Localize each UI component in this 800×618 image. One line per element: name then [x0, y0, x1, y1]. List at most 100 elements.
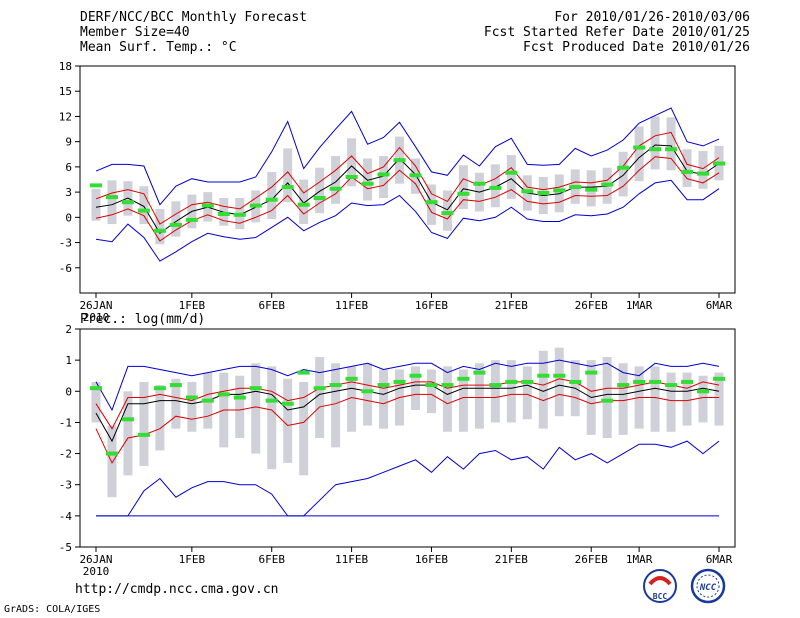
produced-date-text: Fcst Produced Date 2010/01/26: [523, 40, 750, 55]
temp-y-tick-label: 9: [65, 136, 72, 149]
temp-series-min: [95, 179, 720, 262]
prec-y-tick-label: 0: [65, 385, 72, 398]
prec-obs-marker: [297, 370, 310, 375]
temp-obs-marker: [249, 203, 262, 208]
prec-obs-marker: [457, 376, 470, 381]
footer-url[interactable]: http://cmdp.ncc.cma.gov.cn: [75, 582, 279, 597]
prec-obs-marker: [281, 401, 294, 406]
prec-range-bar: [379, 369, 389, 429]
prec-range-bar: [650, 366, 660, 432]
temp-series-p75: [95, 131, 720, 225]
temp-x-tick-label: 6FEB: [258, 299, 285, 312]
temp-obs-marker: [409, 173, 422, 178]
temp-y-tick-label: 18: [59, 60, 72, 73]
temp-obs-marker: [713, 161, 725, 166]
prec-range-bar: [522, 366, 532, 420]
prec-obs-marker: [537, 373, 550, 378]
temp-obs-marker: [313, 195, 326, 200]
prec-range-bar: [554, 347, 564, 417]
prec-range-bar: [315, 357, 325, 438]
prec-range-bar: [235, 375, 245, 438]
prec-obs-marker: [329, 383, 342, 388]
temp-obs-marker: [665, 147, 678, 152]
prec-y-tick-label: 1: [65, 354, 72, 367]
temp-obs-marker: [265, 197, 278, 202]
temp-range-bar: [666, 117, 676, 171]
header-right: For 2010/01/26-2010/03/06 Fcst Started Re…: [484, 10, 750, 55]
prec-range-bar: [682, 372, 692, 426]
prec-obs-marker: [617, 383, 630, 388]
prec-y-tick-label: -1: [59, 416, 72, 429]
prec-series-mean: [95, 384, 720, 443]
prec-series-max: [95, 359, 720, 412]
prec-x-tick-label: 1FEB: [179, 553, 206, 566]
temp-obs-marker: [377, 172, 390, 177]
prec-range-bar: [442, 366, 452, 432]
prec-obs-marker: [681, 379, 694, 384]
temp-obs-marker: [297, 202, 310, 207]
prec-obs-marker: [697, 389, 710, 394]
prec-obs-marker: [345, 376, 358, 381]
temp-obs-marker: [521, 189, 534, 194]
title-text: DERF/NCC/BCC Monthly Forecast: [80, 10, 307, 25]
precip-panel-label: Prec.: log(mm/d): [80, 312, 206, 327]
variable-text: Mean Surf. Temp.: °C: [80, 40, 237, 55]
prec-range-bar: [666, 372, 676, 432]
prec-x-tick-label: 26JAN: [79, 553, 112, 566]
temp-range-bar: [426, 184, 436, 225]
temp-obs-marker: [169, 222, 182, 227]
prec-x-tick-label: 6MAR: [706, 553, 733, 566]
prec-obs-marker: [569, 379, 582, 384]
temp-range-bar: [155, 208, 165, 245]
grads-credit: GrADS: COLA/IGES: [4, 604, 101, 615]
prec-range-bar: [283, 378, 293, 463]
prec-range-bar: [714, 372, 724, 426]
temp-range-bar: [347, 138, 357, 187]
temp-x-tick-label: 11FEB: [335, 299, 368, 312]
prec-range-bar: [698, 375, 708, 423]
temp-x-tick-label: 1FEB: [179, 299, 206, 312]
prec-range-bar: [506, 360, 516, 423]
temp-obs-marker: [617, 165, 630, 170]
prec-obs-marker: [90, 386, 102, 391]
prec-obs-marker: [121, 417, 134, 422]
prec-range-bar: [155, 385, 165, 451]
prec-obs-marker: [377, 383, 390, 388]
ncc-logo-icon: NCC: [690, 568, 726, 604]
temp-range-bar: [634, 126, 644, 182]
prec-x-tick-label: 16FEB: [415, 553, 448, 566]
prec-y-tick-label: -4: [59, 510, 73, 523]
temp-range-bar: [442, 190, 452, 231]
prec-range-bar: [410, 366, 420, 410]
prec-obs-marker: [489, 383, 502, 388]
temp-plot-frame: [79, 65, 736, 294]
prec-obs-marker: [265, 398, 278, 403]
temp-obs-marker: [553, 188, 566, 193]
bcc-logo-icon: BCC: [643, 569, 677, 603]
temp-obs-marker: [473, 181, 486, 186]
temp-range-bar: [331, 155, 341, 204]
temp-obs-marker: [489, 185, 502, 190]
prec-y-tick-label: -5: [59, 541, 72, 554]
temp-series-max: [95, 107, 720, 206]
temp-obs-marker: [121, 200, 134, 205]
temp-range-bar: [682, 149, 692, 188]
prec-obs-marker: [425, 383, 438, 388]
prec-series-p75: [95, 378, 720, 430]
temp-range-bar: [363, 158, 373, 201]
temp-y-tick-label: 12: [59, 110, 72, 123]
temp-series-mean: [95, 144, 720, 235]
prec-obs-marker: [601, 398, 614, 403]
prec-obs-marker: [217, 392, 230, 397]
forecast-period-text: For 2010/01/26-2010/03/06: [554, 10, 750, 25]
temp-obs-marker: [441, 211, 454, 216]
prec-range-bar: [299, 381, 309, 476]
temp-x-year-label: 2010: [83, 311, 110, 324]
prec-range-bar: [267, 366, 277, 470]
temp-obs-marker: [217, 211, 230, 216]
prec-range-bar: [602, 357, 612, 438]
temp-x-tick-label: 6MAR: [706, 299, 733, 312]
prec-range-bar: [538, 350, 548, 429]
prec-obs-marker: [233, 395, 246, 400]
prec-obs-marker: [633, 379, 646, 384]
